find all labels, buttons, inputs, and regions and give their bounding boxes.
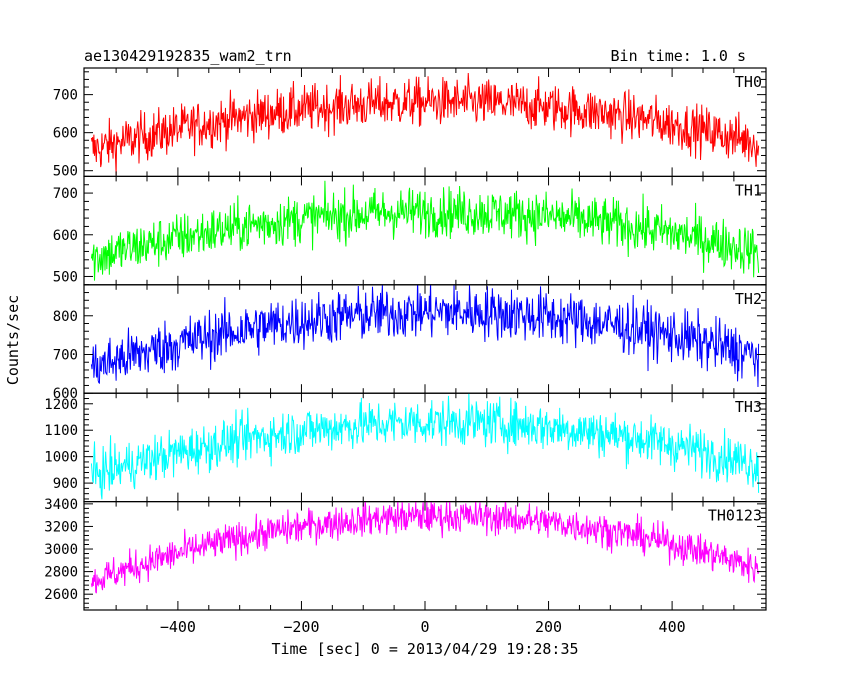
x-tick-label: 400	[659, 618, 686, 636]
y-tick-label: 700	[53, 347, 78, 363]
file-title: ae130429192835_wam2_trn	[84, 47, 292, 65]
series-line-th0	[90, 73, 760, 176]
panel-label-th0123: TH0123	[708, 507, 762, 525]
series-line-th2	[90, 284, 760, 388]
series-line-th0123	[90, 501, 760, 594]
y-tick-label: 3200	[44, 519, 78, 535]
panel-label-th1: TH1	[735, 181, 762, 199]
y-tick-label: 2600	[44, 587, 78, 603]
panel-label-th2: TH2	[735, 290, 762, 308]
y-tick-label: 700	[53, 186, 78, 202]
y-tick-label: 700	[53, 88, 78, 104]
x-tick-label: −400	[160, 618, 196, 636]
x-tick-label: 0	[420, 618, 429, 636]
y-tick-label: 3000	[44, 542, 78, 558]
y-tick-label: 600	[53, 386, 78, 402]
series-line-th3	[90, 393, 760, 500]
panel-label-th0: TH0	[735, 73, 762, 91]
y-tick-label: 1200	[44, 397, 78, 413]
y-tick-label: 3400	[44, 497, 78, 513]
y-tick-label: 500	[53, 164, 78, 180]
bin-time-label: Bin time: 1.0 s	[611, 47, 746, 65]
x-tick-label: −200	[283, 618, 319, 636]
y-tick-label: 1100	[44, 423, 78, 439]
y-axis-label: Counts/sec	[4, 295, 22, 385]
y-tick-label: 900	[53, 476, 78, 492]
series-line-th1	[90, 180, 760, 281]
y-tick-label: 800	[53, 309, 78, 325]
panel-label-th3: TH3	[735, 398, 762, 416]
y-tick-label: 600	[53, 228, 78, 244]
y-tick-label: 600	[53, 126, 78, 142]
y-tick-label: 2800	[44, 565, 78, 581]
x-axis-label: Time [sec] 0 = 2013/04/29 19:28:35	[271, 640, 578, 658]
panels-group: 500 600 700 TH0 500 600 700 TH1 600 700 800 TH2 900 1…	[44, 67, 767, 636]
y-tick-label: 1000	[44, 450, 78, 466]
x-tick-label: 200	[535, 618, 562, 636]
y-tick-label: 500	[53, 269, 78, 285]
